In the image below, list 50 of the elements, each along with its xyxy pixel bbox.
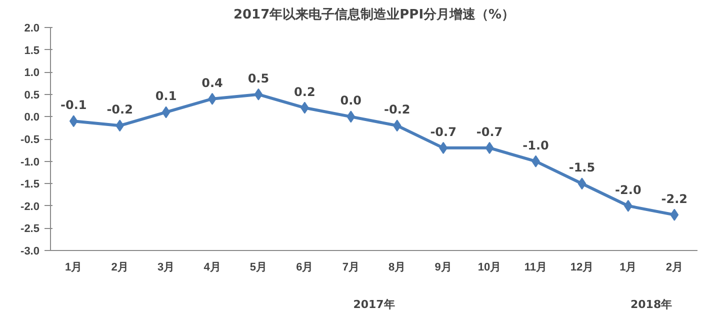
point xyxy=(69,115,78,128)
data-label: 0.0 xyxy=(340,94,362,108)
data-label: -0.1 xyxy=(60,98,87,112)
y-tick-label: 0.5 xyxy=(24,89,40,102)
x-tick-label: 8月 xyxy=(388,262,406,274)
data-label: -0.2 xyxy=(106,102,133,117)
x-tick-label: 6月 xyxy=(296,262,314,274)
point xyxy=(392,120,402,132)
y-tick-label: -3.0 xyxy=(20,246,40,258)
data-label: 0.2 xyxy=(294,84,316,99)
text: 2018年 xyxy=(630,298,672,311)
data-label: -1.0 xyxy=(522,138,549,152)
point xyxy=(254,88,263,100)
x-tick-label: 1月 xyxy=(620,262,637,274)
x-tick-label: 12月 xyxy=(570,262,594,274)
y-tick-label: 0.0 xyxy=(24,112,40,124)
x-tick-label: 9月 xyxy=(434,262,452,274)
y-tick-label: -0.5 xyxy=(20,134,40,146)
x-tick-label: 2月 xyxy=(666,262,683,274)
point xyxy=(670,208,679,221)
data-label: -2.2 xyxy=(661,192,688,206)
x-tick-label: 5月 xyxy=(250,262,268,274)
point xyxy=(162,106,170,118)
data-label: 0.5 xyxy=(248,71,270,86)
data-label: -2.0 xyxy=(615,182,642,197)
y-tick-label: 1.0 xyxy=(24,67,40,80)
data-label: -0.2 xyxy=(384,102,410,117)
x-tick-label: 3月 xyxy=(157,262,175,274)
x-tick-label: 11月 xyxy=(524,262,548,274)
data-label: -0.7 xyxy=(430,124,456,139)
data-label: 0.1 xyxy=(155,89,177,104)
y-tick-label: 1.5 xyxy=(24,44,40,57)
data-label: -1.5 xyxy=(568,160,596,175)
x-tick-label: 7月 xyxy=(342,262,360,274)
y-tick-label: -2.0 xyxy=(20,200,40,213)
x-tick-label: 2月 xyxy=(111,262,128,274)
y-tick-label: 2.0 xyxy=(24,22,40,34)
x-tick-label: 1月 xyxy=(65,262,82,274)
point xyxy=(346,110,356,123)
data-label: 0.4 xyxy=(202,76,223,90)
y-tick-label: -1.5 xyxy=(20,178,40,191)
y-tick-label: -2.5 xyxy=(20,223,40,236)
x-tick-label: 4月 xyxy=(204,262,221,274)
y-tick-label: -1.0 xyxy=(20,156,40,168)
data-label: -0.7 xyxy=(476,124,503,139)
point xyxy=(485,142,494,154)
text: 2017年 xyxy=(353,298,395,311)
point xyxy=(578,178,586,190)
chart-title: 2017年以来电子信息制造业PPI分月增速（%） xyxy=(233,6,515,22)
x-tick-label: 10月 xyxy=(478,262,502,274)
